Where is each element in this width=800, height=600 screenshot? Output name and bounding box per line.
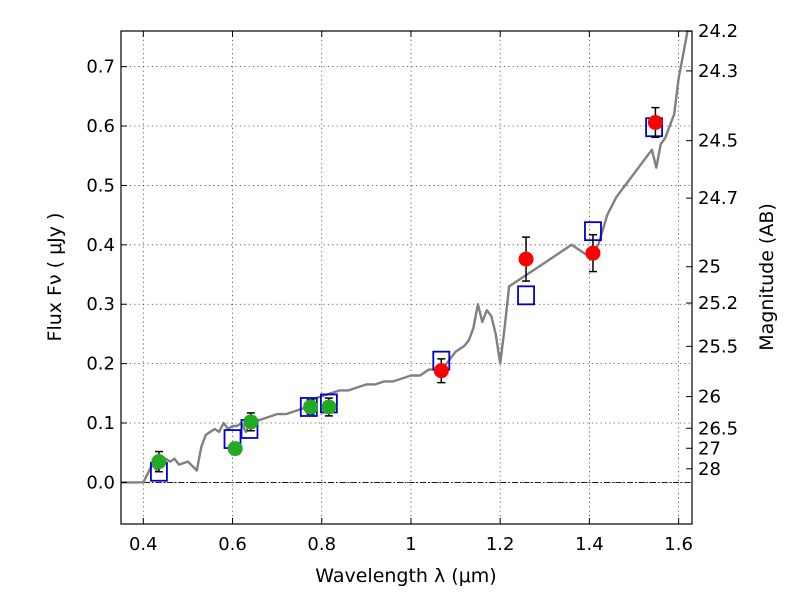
red-data-point — [433, 363, 449, 379]
magnitude-axis-label: Magnitude (AB) — [756, 203, 778, 351]
x-tick-label: 1.2 — [486, 534, 515, 555]
magnitude-tick-label: 28 — [698, 459, 721, 480]
plot-area — [121, 31, 692, 524]
red-data-point — [518, 251, 534, 267]
red-data-point — [647, 114, 663, 130]
magnitude-tick-label: 24.5 — [698, 131, 738, 152]
x-tick-label: 1.4 — [575, 534, 604, 555]
green-data-point — [151, 454, 167, 470]
magnitude-tick-label: 24.2 — [698, 21, 738, 42]
green-data-point — [321, 399, 337, 415]
green-data-point — [303, 399, 319, 415]
x-axis-label: Wavelength λ (μm) — [315, 565, 496, 587]
y-axis-ticks: 0.0 0.1 0.2 0.3 0.4 0.5 0.6 0.7 — [86, 57, 127, 493]
x-tick-label: 0.8 — [307, 534, 336, 555]
y-tick-label: 0.0 — [86, 472, 115, 493]
observed-photometry-markers — [151, 114, 663, 470]
green-data-point — [243, 414, 259, 430]
magnitude-tick-label: 25 — [698, 257, 721, 278]
green-data-point — [227, 441, 243, 457]
magnitude-tick-label: 24.7 — [698, 188, 738, 209]
magnitude-tick-label: 25.5 — [698, 336, 738, 357]
x-axis-ticks: 0.4 0.6 0.8 1 1.2 1.4 1.6 — [129, 31, 693, 555]
x-tick-label: 1.6 — [664, 534, 693, 555]
magnitude-tick-label: 26.5 — [698, 418, 738, 439]
y-tick-label: 0.1 — [86, 413, 115, 434]
y-tick-label: 0.2 — [86, 354, 115, 375]
magnitude-tick-label: 24.3 — [698, 61, 738, 82]
plot-frame — [120, 30, 693, 525]
x-tick-label: 0.6 — [218, 534, 247, 555]
spectrum-line — [121, 30, 689, 484]
x-tick-label: 0.4 — [129, 534, 158, 555]
red-data-point — [585, 245, 601, 261]
y-tick-label: 0.7 — [86, 57, 115, 78]
y-tick-label: 0.3 — [86, 294, 115, 315]
y-axis-label: Flux Fν ( μJy ) — [44, 213, 66, 342]
y-tick-label: 0.6 — [86, 116, 115, 137]
y-tick-label: 0.4 — [86, 235, 115, 256]
magnitude-tick-label: 25.2 — [698, 293, 738, 314]
model-square-point — [517, 285, 535, 306]
magnitude-tick-label: 27 — [698, 438, 721, 459]
magnitude-tick-label: 26 — [698, 387, 721, 408]
y-tick-label: 0.5 — [86, 175, 115, 196]
model-spectrum — [121, 30, 689, 484]
x-tick-label: 1 — [405, 534, 416, 555]
